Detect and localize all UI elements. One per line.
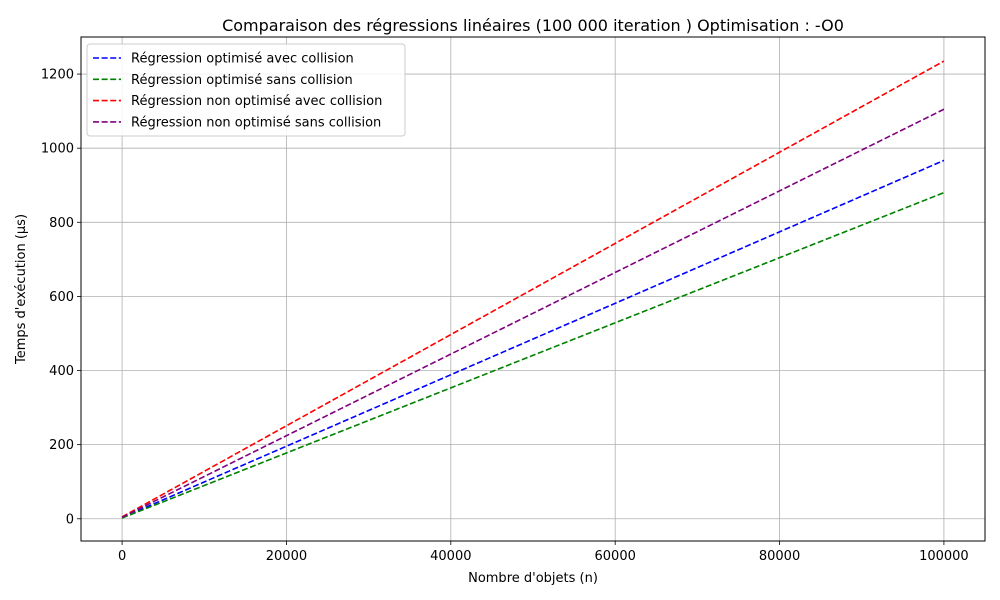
- series-line-2: [121, 60, 945, 518]
- legend-label-2: Régression non optimisé avec collision: [131, 94, 382, 109]
- chart-title: Comparaison des régressions linéaires (1…: [222, 16, 844, 35]
- legend-label-3: Régression non optimisé sans collision: [131, 115, 381, 130]
- x-tick-label: 20000: [266, 549, 307, 564]
- series-line-1: [121, 191, 945, 519]
- legend-label-0: Régression optimisé avec collision: [131, 52, 354, 67]
- x-tick-label: 100000: [919, 549, 969, 564]
- legend-box: [86, 43, 406, 137]
- series-line-0: [121, 159, 945, 519]
- y-tick-label: 800: [49, 216, 74, 231]
- y-axis-title: Temps d'exécution (µs): [14, 214, 29, 365]
- y-tick-label: 1200: [41, 68, 74, 83]
- x-axis-title: Nombre d'objets (n): [468, 571, 598, 586]
- y-tick-label: 600: [49, 290, 74, 305]
- grid: [81, 37, 985, 541]
- series-line-3: [121, 108, 945, 518]
- y-tick-label: 0: [66, 512, 74, 527]
- x-tick-label: 0: [118, 549, 126, 564]
- legend: Régression optimisé avec collision Régres…: [86, 43, 406, 137]
- y-tick-label: 1000: [41, 142, 74, 157]
- series-lines: [121, 60, 945, 519]
- plot-frame: [80, 36, 986, 542]
- x-tick-label: 60000: [595, 549, 636, 564]
- axis-ticks: 0 20000 40000 60000 80000 100000 0 200 400 600 800…: [41, 68, 969, 564]
- x-tick-label: 80000: [759, 549, 800, 564]
- y-tick-label: 400: [49, 364, 74, 379]
- y-tick-label: 200: [49, 438, 74, 453]
- x-tick-label: 40000: [430, 549, 471, 564]
- legend-label-1: Régression optimisé sans collision: [131, 73, 353, 88]
